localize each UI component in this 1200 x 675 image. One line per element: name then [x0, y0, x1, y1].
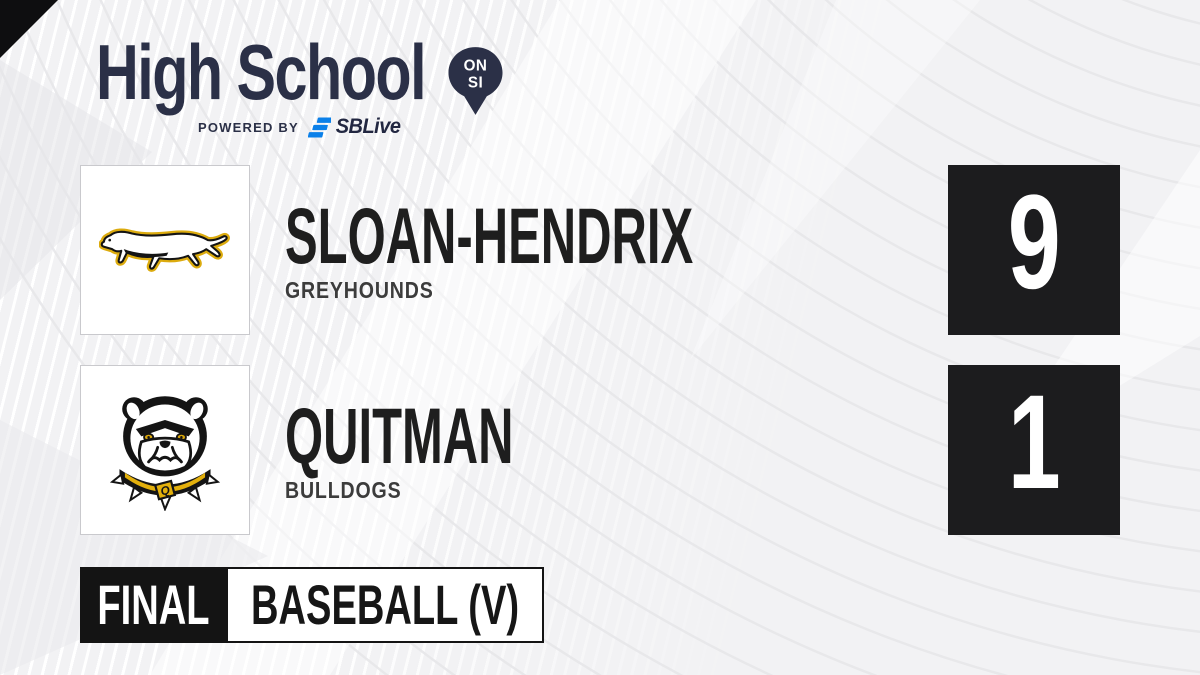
powered-by-label: POWERED BY [197, 119, 299, 135]
team-name: SLOAN-HENDRIX [285, 191, 694, 280]
score-value: 9 [1007, 168, 1061, 317]
bulldog-logo-icon: Q [110, 396, 220, 511]
pin-text-line2: SI [468, 74, 483, 91]
team-mascot: GREYHOUNDS [285, 277, 434, 303]
team-text-block: QUITMAN BULLDOGS [285, 396, 654, 504]
sblive-bolt-icon [307, 117, 331, 137]
powered-by-row: POWERED BY SBLive [198, 115, 402, 139]
team-logo-box [80, 165, 250, 335]
score-box: 1 [948, 365, 1120, 535]
team-mascot: BULLDOGS [285, 477, 402, 503]
event-badge: BASEBALL (V) [226, 567, 544, 643]
light-shard [150, 0, 756, 675]
header-brand: High School ON SI POWERED BY SBLive [0, 33, 600, 139]
corner-triangle [0, 0, 58, 58]
event-text: BASEBALL (V) [251, 573, 519, 636]
gray-shard [0, 60, 152, 300]
collar-tag-letter: Q [159, 483, 172, 499]
team-name: QUITMAN [285, 391, 514, 480]
team-logo-box: Q [80, 365, 250, 535]
score-value: 1 [1007, 368, 1061, 517]
light-shard [690, 0, 980, 360]
pin-text-line1: ON [464, 58, 488, 75]
score-box: 9 [948, 165, 1120, 335]
footer-badges: FINAL BASEBALL (V) [80, 567, 544, 643]
sblive-wordmark: SBLive [335, 115, 401, 138]
gray-shard [0, 420, 268, 675]
greyhound-logo-icon [99, 228, 230, 272]
brand-wordmark: High School [95, 28, 427, 116]
brand-row: High School ON SI [95, 28, 504, 116]
status-badge: FINAL [80, 567, 226, 643]
onsi-pin-icon: ON SI [448, 47, 503, 115]
status-text: FINAL [96, 573, 210, 636]
team-text-block: SLOAN-HENDRIX GREYHOUNDS [285, 196, 943, 304]
sblive-logo: SBLive [307, 115, 402, 139]
